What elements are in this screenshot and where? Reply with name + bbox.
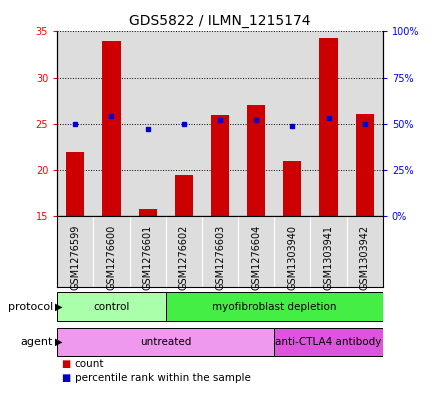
Text: ■: ■ bbox=[62, 358, 71, 369]
Bar bbox=[356, 114, 374, 216]
Text: GSM1276600: GSM1276600 bbox=[106, 225, 117, 290]
FancyBboxPatch shape bbox=[57, 292, 166, 321]
Text: ■: ■ bbox=[62, 373, 71, 384]
Text: GSM1303942: GSM1303942 bbox=[360, 225, 370, 290]
Text: GSM1303940: GSM1303940 bbox=[287, 225, 297, 290]
Text: control: control bbox=[93, 301, 130, 312]
Text: percentile rank within the sample: percentile rank within the sample bbox=[75, 373, 251, 384]
Text: myofibroblast depletion: myofibroblast depletion bbox=[212, 301, 337, 312]
Bar bbox=[103, 41, 121, 216]
Text: count: count bbox=[75, 358, 104, 369]
Bar bbox=[139, 209, 157, 216]
FancyBboxPatch shape bbox=[57, 328, 274, 356]
Bar bbox=[283, 161, 301, 216]
Text: GSM1276604: GSM1276604 bbox=[251, 225, 261, 290]
Text: ▶: ▶ bbox=[55, 301, 62, 312]
Text: untreated: untreated bbox=[140, 337, 191, 347]
Text: GSM1276602: GSM1276602 bbox=[179, 225, 189, 290]
Bar bbox=[66, 151, 84, 216]
Text: GSM1276601: GSM1276601 bbox=[143, 225, 153, 290]
Text: GSM1276603: GSM1276603 bbox=[215, 225, 225, 290]
Text: agent: agent bbox=[20, 337, 53, 347]
Title: GDS5822 / ILMN_1215174: GDS5822 / ILMN_1215174 bbox=[129, 14, 311, 28]
Text: GSM1303941: GSM1303941 bbox=[323, 225, 334, 290]
Text: GSM1276599: GSM1276599 bbox=[70, 225, 80, 290]
Text: ▶: ▶ bbox=[55, 337, 62, 347]
Text: protocol: protocol bbox=[7, 301, 53, 312]
Bar bbox=[211, 115, 229, 216]
Bar bbox=[247, 105, 265, 216]
Bar bbox=[175, 174, 193, 216]
Bar bbox=[319, 38, 337, 216]
FancyBboxPatch shape bbox=[166, 292, 383, 321]
Text: anti-CTLA4 antibody: anti-CTLA4 antibody bbox=[275, 337, 382, 347]
FancyBboxPatch shape bbox=[274, 328, 383, 356]
